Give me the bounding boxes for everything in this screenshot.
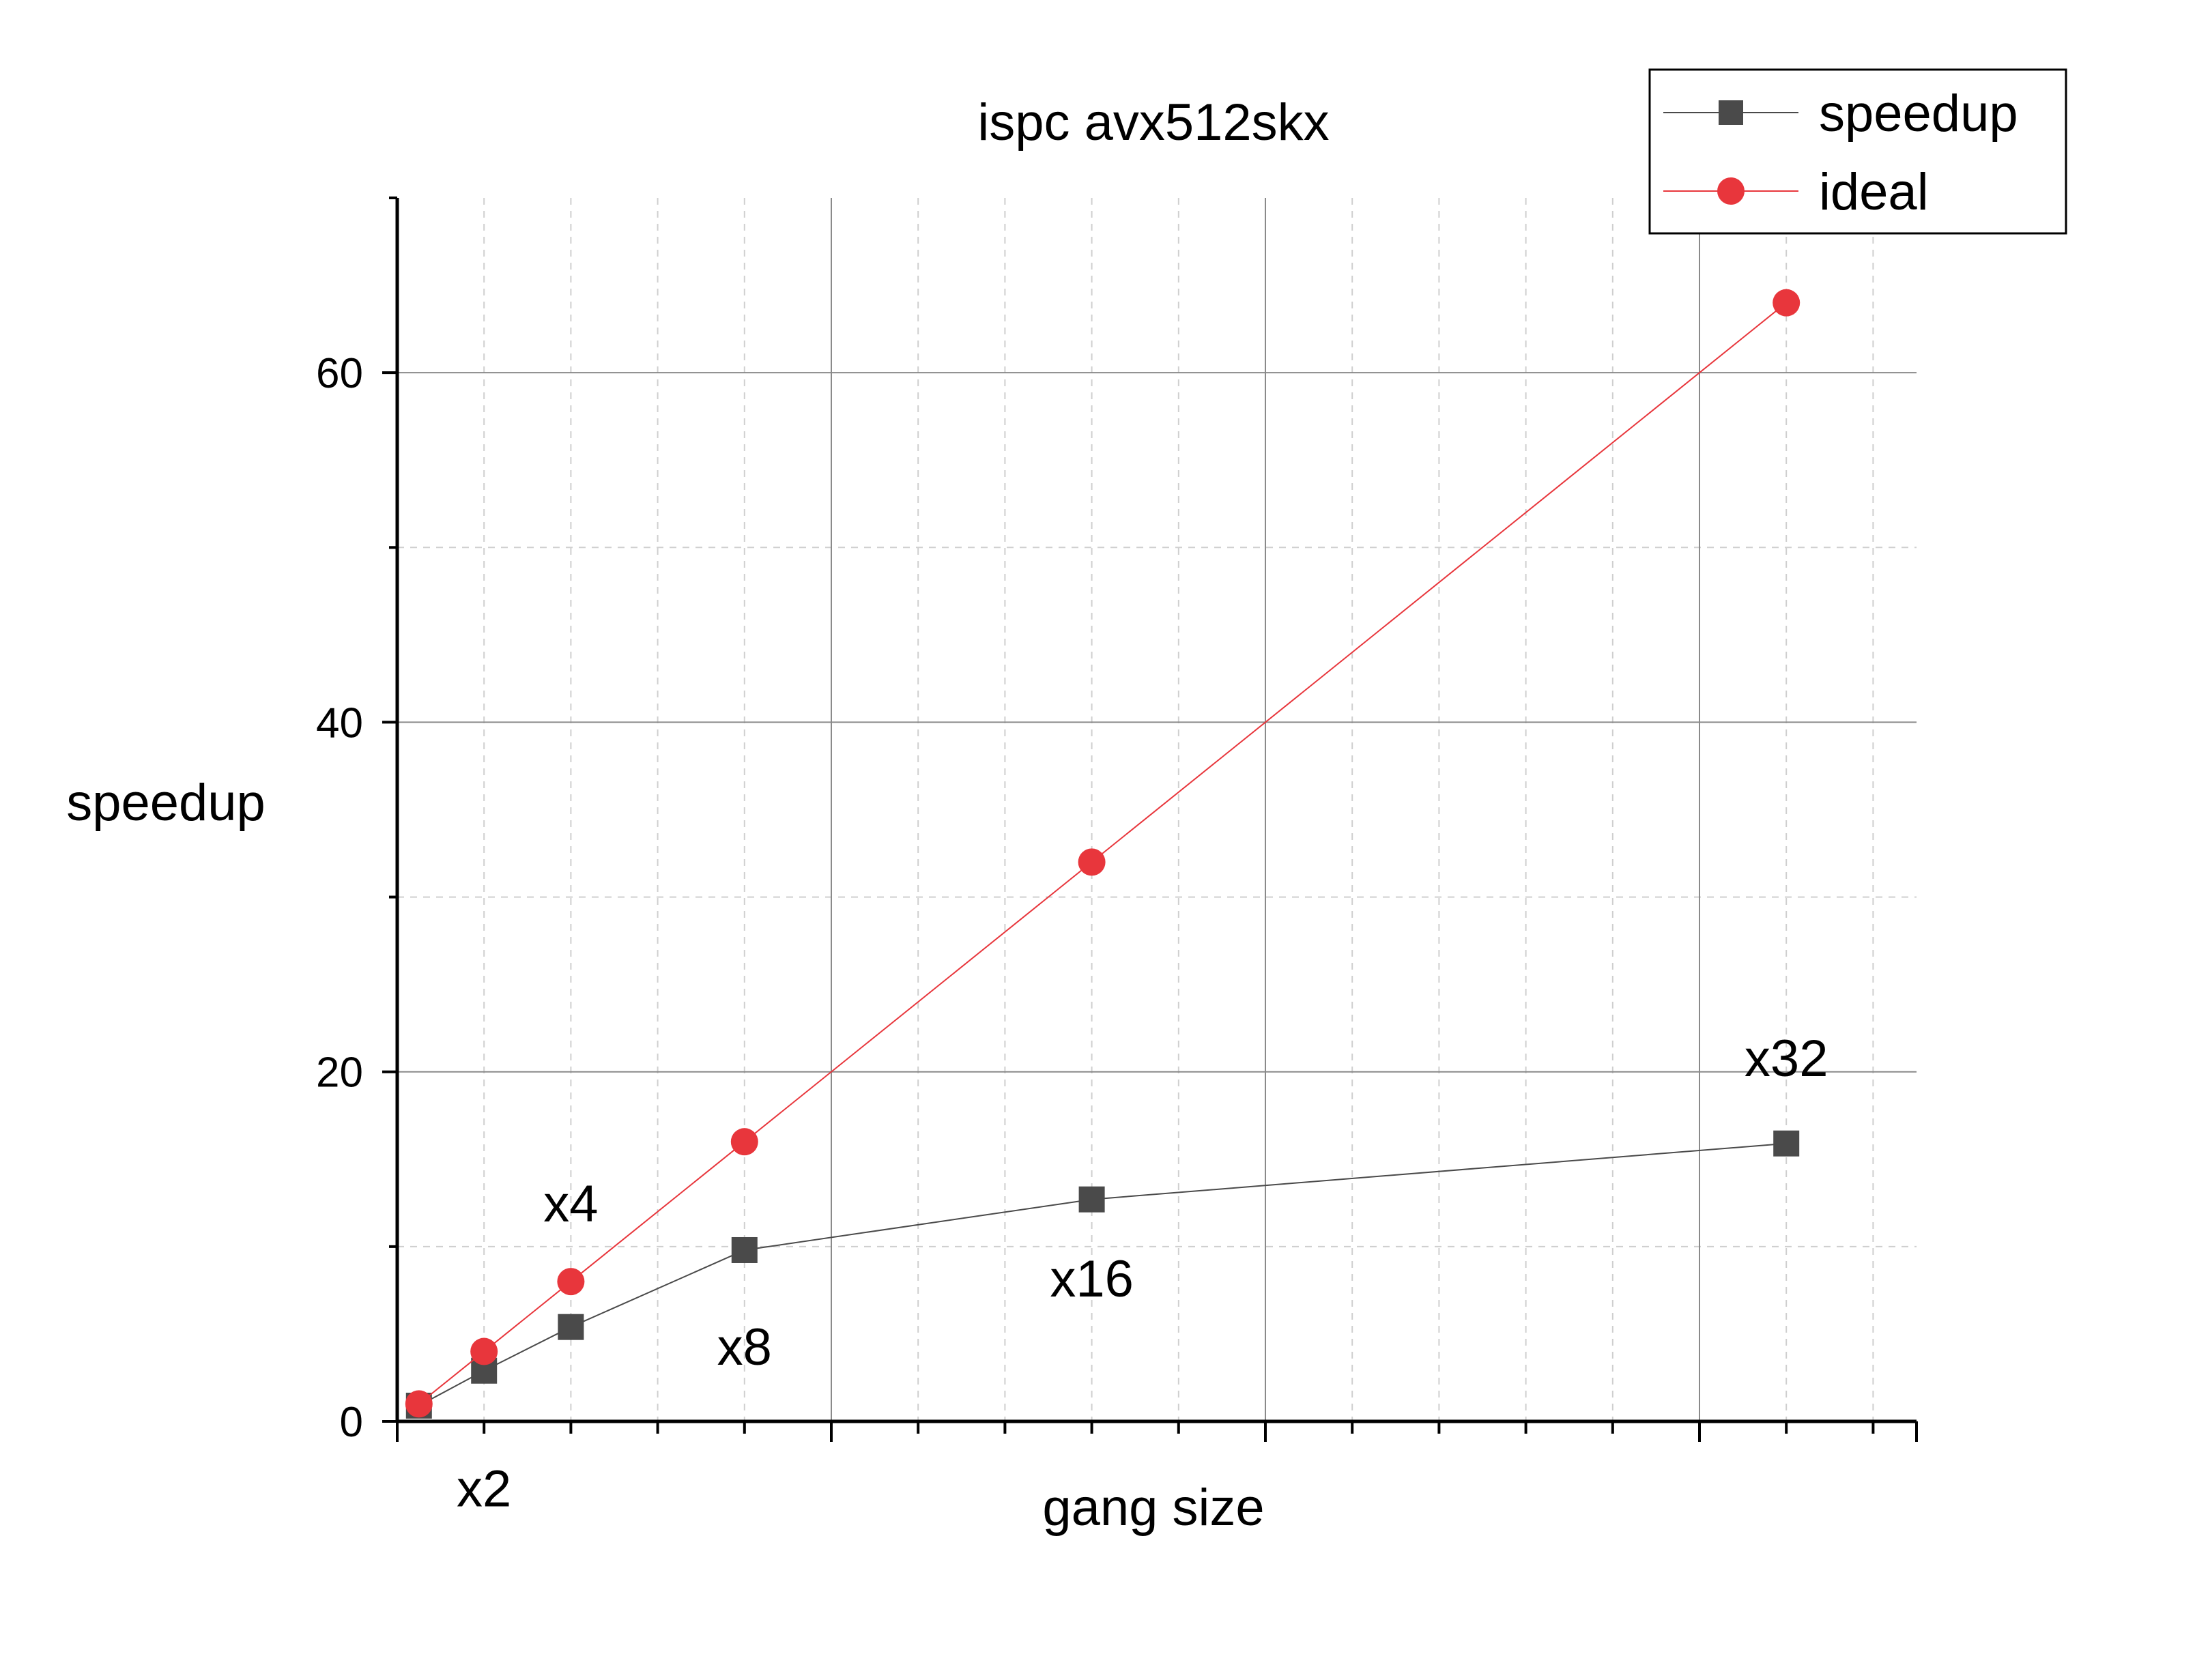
legend-label-ideal: ideal [1819,163,1929,221]
legend-label-speedup: speedup [1819,85,2018,143]
y-tick-label: 60 [316,350,363,397]
data-point-speedup [731,1236,758,1263]
annotation-label: x4 [543,1175,598,1233]
legend: speedup ideal [1648,68,2067,235]
annotation-label: x2 [457,1460,511,1518]
x-axis-label: gang size [1042,1479,1264,1537]
data-point-ideal [730,1128,758,1156]
data-point-ideal [1078,848,1106,876]
y-tick-label: 20 [316,1049,363,1097]
data-point-ideal [470,1337,498,1365]
y-tick-label: 40 [316,699,363,747]
data-point-speedup [558,1314,584,1340]
legend-box [1648,68,2067,235]
axes: 0 20 40 60 [316,197,1918,1446]
y-tick-label: 0 [340,1399,363,1446]
grid-lines [397,198,1917,1421]
series [405,289,1801,1419]
data-point-speedup [1773,1130,1800,1157]
annotation-label: x8 [717,1318,772,1376]
data-point-ideal [405,1390,433,1418]
legend-marker-speedup [1719,100,1743,125]
annotation-label: x32 [1745,1030,1828,1088]
annotations: x2 x4 x8 x16 x32 [457,1030,1828,1518]
series-line-ideal [418,302,1787,1405]
labels: ispc avx512skx gang size speedup [66,93,1329,1537]
y-axis-label: speedup [66,774,266,832]
data-point-speedup [1078,1186,1105,1213]
annotation-label: x16 [1050,1250,1134,1308]
data-point-ideal [1773,289,1801,317]
chart-title: ispc avx512skx [977,93,1329,151]
data-point-ideal [557,1268,585,1296]
legend-marker-ideal [1717,177,1745,205]
